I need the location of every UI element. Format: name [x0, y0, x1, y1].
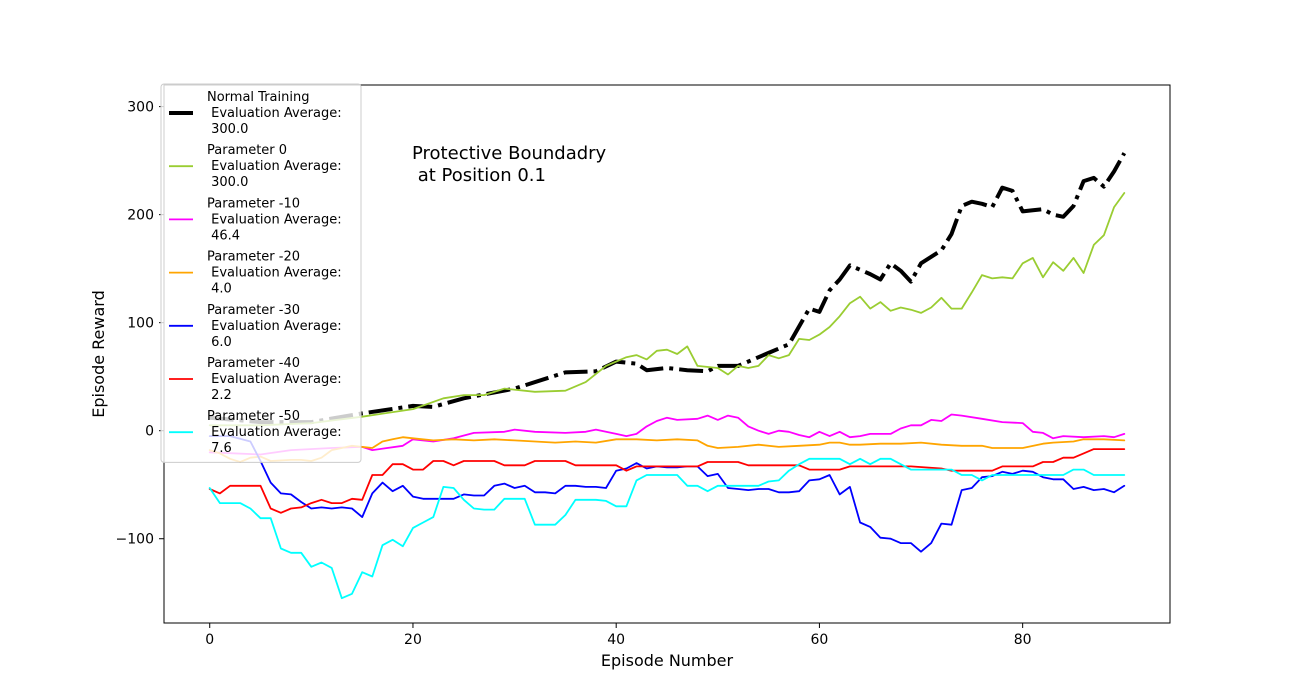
- x-tick-label: 40: [607, 632, 625, 648]
- legend-entry-line: Evaluation Average:: [207, 319, 342, 334]
- legend-entry-3: Parameter -20 Evaluation Average: 4.0: [207, 250, 342, 297]
- series-line-6: [208, 457, 1126, 600]
- legend-entry-line: Parameter -10: [207, 196, 300, 211]
- legend-frame: [160, 83, 362, 463]
- y-tick-label: 0: [145, 424, 154, 440]
- legend-entry-line: Parameter -40: [207, 356, 300, 371]
- annotation-line-2: at Position 0.1: [412, 165, 546, 186]
- legend-entry-line: 300.0: [207, 175, 248, 190]
- y-tick-label: −100: [116, 532, 154, 548]
- legend-entry-5: Parameter -40 Evaluation Average: 2.2: [207, 356, 342, 403]
- legend: Normal Training Evaluation Average: 300.…: [160, 83, 362, 463]
- y-tick-label: 200: [127, 208, 154, 224]
- x-axis-label: Episode Number: [601, 651, 734, 670]
- series-line-5: [208, 448, 1126, 514]
- legend-entry-2: Parameter -10 Evaluation Average: 46.4: [207, 196, 342, 243]
- legend-entry-6: Parameter -50 Evaluation Average: 7.6: [207, 409, 342, 456]
- legend-entry-line: Normal Training: [207, 90, 309, 105]
- y-axis-label: Episode Reward: [89, 290, 108, 418]
- ticks-layer: 0 20 40 60 80 −100 0 100 200 300: [116, 100, 1032, 648]
- legend-entry-line: Parameter -30: [207, 303, 300, 318]
- legend-entry-line: 300.0: [207, 122, 248, 137]
- y-tick-label: 300: [127, 100, 154, 116]
- x-tick-label: 80: [1014, 632, 1032, 648]
- series-line-2: [208, 413, 1126, 456]
- x-tick-label: 20: [404, 632, 422, 648]
- legend-entry-line: Evaluation Average:: [207, 212, 342, 227]
- legend-entry-line: Evaluation Average:: [207, 159, 342, 174]
- legend-entry-line: 4.0: [207, 282, 232, 297]
- legend-entry-line: Evaluation Average:: [207, 372, 342, 387]
- chart-annotation: Protective Boundadry at Position 0.1: [412, 143, 612, 186]
- legend-entry-line: Parameter -50: [207, 409, 300, 424]
- legend-entry-line: Evaluation Average:: [207, 106, 342, 121]
- legend-entry-1: Parameter 0 Evaluation Average: 300.0: [207, 143, 342, 190]
- legend-entry-line: Parameter -20: [207, 250, 300, 265]
- legend-entry-0: Normal Training Evaluation Average: 300.…: [207, 90, 342, 137]
- legend-entry-line: Evaluation Average:: [207, 266, 342, 281]
- legend-entry-4: Parameter -30 Evaluation Average: 6.0: [207, 303, 342, 350]
- series-line-1: [208, 192, 1126, 427]
- legend-entry-line: Evaluation Average:: [207, 425, 342, 440]
- legend-entry-line: 2.2: [207, 388, 232, 403]
- legend-entry-line: 6.0: [207, 335, 232, 350]
- annotation-line-1: Protective Boundadry: [412, 143, 607, 164]
- x-tick-label: 0: [205, 632, 214, 648]
- legend-entry-line: 46.4: [207, 228, 240, 243]
- legend-entry-line: Parameter 0: [207, 143, 287, 158]
- x-tick-label: 60: [811, 632, 829, 648]
- series-line-4: [208, 435, 1126, 553]
- series-line-0: [209, 152, 1127, 425]
- legend-entry-line: 7.6: [207, 441, 232, 456]
- y-tick-label: 100: [127, 316, 154, 332]
